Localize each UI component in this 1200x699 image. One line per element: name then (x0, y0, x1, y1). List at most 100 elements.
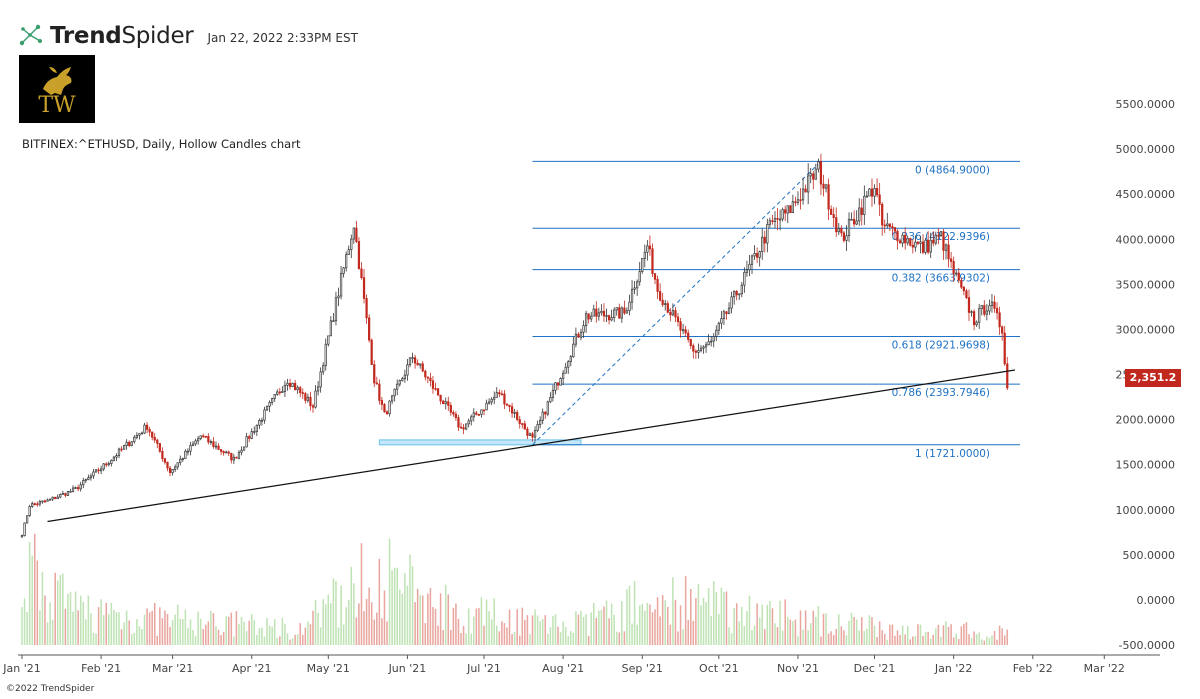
candle (258, 418, 261, 429)
y-tick-label: 3500.0000 (1116, 278, 1176, 291)
fib-level-label: 0.236 (4122.9396) (892, 231, 990, 243)
volume-bar (118, 612, 120, 645)
candle (357, 237, 361, 270)
volume-bar (720, 587, 723, 645)
candle (541, 408, 544, 425)
volume-bar (230, 612, 233, 645)
candle (237, 450, 241, 460)
volume-bar (592, 602, 595, 645)
candle (189, 441, 192, 456)
volume-bar (314, 599, 317, 645)
volume-bar (496, 625, 498, 645)
volume-bar (761, 604, 763, 645)
fib-level-label: 0.786 (2393.7946) (892, 387, 990, 399)
candle (314, 385, 317, 409)
candle (702, 345, 705, 354)
candle (630, 280, 634, 310)
volume-bar (444, 584, 447, 645)
candle (452, 410, 455, 417)
candle (92, 468, 95, 480)
volume-bar (858, 630, 860, 645)
candle (143, 422, 146, 434)
volume-bar (618, 632, 621, 645)
candle (730, 291, 733, 314)
trendline-line[interactable] (47, 369, 1016, 523)
candle (495, 387, 498, 398)
trendline[interactable] (47, 369, 1016, 523)
volume-bar (539, 621, 541, 645)
candle (641, 258, 644, 274)
volume-bar (92, 632, 95, 645)
volume-bar (151, 610, 153, 645)
volume-bar (674, 599, 677, 645)
volume-bar (832, 635, 835, 645)
volume-bar (804, 610, 807, 645)
volume-bar (940, 636, 942, 645)
candle (82, 477, 85, 489)
candle (549, 392, 552, 404)
copyright: ©2022 TrendSpider (6, 684, 95, 694)
fibonacci-retracement[interactable]: 0 (4864.9000) 0.236 (4122.9396) 0.382 (366… (532, 160, 1021, 460)
candle (559, 377, 562, 386)
volume-bars (21, 533, 1009, 645)
volume-bar (955, 633, 957, 645)
candle (888, 223, 891, 232)
volume-bar (1001, 628, 1003, 645)
candle (638, 261, 641, 286)
volume-bar (360, 543, 363, 645)
support-zone-rect[interactable] (378, 439, 582, 446)
volume-bar (600, 609, 603, 645)
volume-bar (718, 613, 720, 645)
candle (579, 328, 583, 341)
candle (684, 325, 687, 337)
volume-bar (95, 633, 97, 645)
volume-bar (827, 633, 830, 645)
candle (56, 494, 59, 500)
y-tick-label: -500.0000 (1119, 639, 1175, 652)
volume-bar (302, 634, 304, 645)
candle (883, 219, 886, 233)
candle (278, 387, 281, 396)
volume-bar (511, 634, 513, 645)
volume-bar (774, 623, 776, 645)
volume-bar (723, 591, 725, 645)
candle (763, 230, 766, 253)
volume-bar (531, 615, 534, 645)
volume-bar (337, 627, 340, 645)
candle (77, 484, 80, 492)
volume-bar (263, 636, 266, 645)
volume-bar (166, 613, 169, 645)
candle (587, 313, 590, 324)
volume-bar (233, 636, 235, 645)
candle (59, 493, 62, 499)
volume-bar (644, 610, 646, 645)
x-tick-label: Jan '22 (934, 662, 972, 675)
candle (704, 341, 708, 353)
volume-bar (741, 606, 743, 645)
candle (776, 207, 779, 231)
volume-bar (174, 614, 176, 645)
volume-bar (442, 630, 444, 645)
y-tick-label: 0.0000 (1137, 594, 1176, 607)
volume-bar (577, 614, 580, 645)
volume-bar (138, 626, 141, 645)
volume-bar (876, 637, 878, 645)
candle (546, 400, 549, 417)
volume-bar (518, 635, 521, 645)
volume-bar (102, 615, 105, 645)
candle (107, 461, 110, 467)
volume-bar (541, 619, 544, 645)
candle (421, 361, 424, 373)
candle (283, 380, 287, 397)
volume-bar (299, 623, 301, 645)
volume-bar (347, 600, 350, 645)
candle (424, 369, 427, 381)
candle (490, 397, 493, 406)
candle (163, 457, 167, 465)
candle (38, 499, 41, 507)
x-tick-label: Feb '22 (1013, 662, 1053, 675)
volume-bar (590, 612, 592, 645)
candle (595, 301, 598, 323)
volume-bar (794, 619, 797, 645)
